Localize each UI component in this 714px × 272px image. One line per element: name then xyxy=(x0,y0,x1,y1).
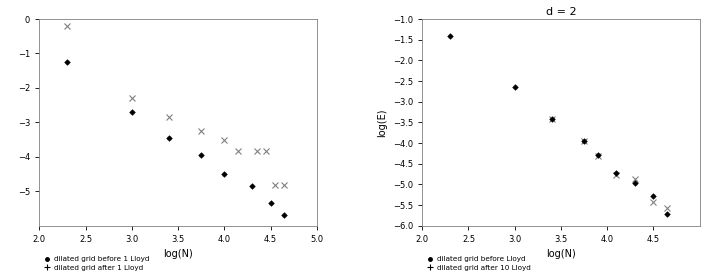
random grid after 1 Lloyd xyxy=(128,97,136,100)
dilated grid after 1 Lloyd xyxy=(280,214,288,217)
Line: dilated grid before 1 Lloyd: dilated grid before 1 Lloyd xyxy=(64,59,288,219)
dilated grid before 1 Lloyd xyxy=(63,60,71,64)
dilated grid after 10 Lloyd xyxy=(548,118,556,121)
Line: dilated grid after 1 Lloyd: dilated grid after 1 Lloyd xyxy=(64,59,288,219)
random grid after 1 Lloyd xyxy=(271,184,279,187)
Y-axis label: log(E): log(E) xyxy=(378,108,388,137)
Line: random grid after 10 Lloyd: random grid after 10 Lloyd xyxy=(548,116,671,211)
random grid after 1 Lloyd xyxy=(197,129,206,133)
random grid after 10 Lloyd xyxy=(649,200,658,204)
dilated grid after 10 Lloyd xyxy=(630,181,639,185)
random grid after 1 Lloyd xyxy=(63,24,71,27)
random grid after 10 Lloyd xyxy=(663,206,672,210)
X-axis label: log(N): log(N) xyxy=(163,249,193,259)
random grid after 10 Lloyd xyxy=(580,139,588,143)
dilated grid after 1 Lloyd xyxy=(248,184,256,188)
random grid after 10 Lloyd xyxy=(548,118,556,121)
dilated grid before 1 Lloyd xyxy=(220,172,228,176)
random grid after 1 Lloyd xyxy=(220,139,228,142)
dilated grid before Lloyd xyxy=(548,118,556,121)
dilated grid before Lloyd xyxy=(580,139,588,143)
Line: dilated grid after 10 Lloyd: dilated grid after 10 Lloyd xyxy=(446,32,671,218)
dilated grid after 1 Lloyd xyxy=(197,153,206,157)
Legend: dilated grid before Lloyd, dilated grid after 10 Lloyd, random grid after 10 Llo: dilated grid before Lloyd, dilated grid … xyxy=(426,256,534,272)
dilated grid after 10 Lloyd xyxy=(663,212,672,216)
dilated grid after 10 Lloyd xyxy=(593,153,602,156)
Legend: dilated grid before 1 Lloyd, dilated grid after 1 Lloyd, random grid after 1 Llo: dilated grid before 1 Lloyd, dilated gri… xyxy=(43,256,150,272)
dilated grid after 1 Lloyd xyxy=(63,60,71,64)
dilated grid after 1 Lloyd xyxy=(164,136,173,140)
dilated grid after 1 Lloyd xyxy=(128,110,136,114)
random grid after 1 Lloyd xyxy=(252,149,261,152)
Line: dilated grid before Lloyd: dilated grid before Lloyd xyxy=(446,32,671,218)
dilated grid after 1 Lloyd xyxy=(220,172,228,176)
dilated grid before 1 Lloyd xyxy=(248,184,256,188)
dilated grid before Lloyd xyxy=(649,194,658,198)
dilated grid before 1 Lloyd xyxy=(164,136,173,140)
Line: random grid after 1 Lloyd: random grid after 1 Lloyd xyxy=(64,23,288,188)
random grid after 1 Lloyd xyxy=(261,149,270,152)
dilated grid before 1 Lloyd xyxy=(128,110,136,114)
dilated grid after 10 Lloyd xyxy=(446,34,454,37)
dilated grid before Lloyd xyxy=(593,153,602,156)
dilated grid after 10 Lloyd xyxy=(649,194,658,198)
random grid after 1 Lloyd xyxy=(164,116,173,119)
dilated grid before 1 Lloyd xyxy=(197,153,206,157)
dilated grid before 1 Lloyd xyxy=(266,202,275,205)
dilated grid before Lloyd xyxy=(612,172,620,175)
random grid after 10 Lloyd xyxy=(593,155,602,158)
dilated grid before Lloyd xyxy=(663,212,672,216)
random grid after 10 Lloyd xyxy=(630,178,639,181)
random grid after 1 Lloyd xyxy=(234,149,243,152)
dilated grid before 1 Lloyd xyxy=(280,214,288,217)
dilated grid before Lloyd xyxy=(511,86,519,89)
Title: d = 2: d = 2 xyxy=(545,7,576,17)
dilated grid after 10 Lloyd xyxy=(580,139,588,143)
random grid after 1 Lloyd xyxy=(280,184,288,187)
X-axis label: log(N): log(N) xyxy=(546,249,576,259)
dilated grid before Lloyd xyxy=(446,34,454,37)
dilated grid after 10 Lloyd xyxy=(612,172,620,175)
dilated grid after 1 Lloyd xyxy=(266,202,275,205)
random grid after 10 Lloyd xyxy=(612,174,620,177)
dilated grid after 10 Lloyd xyxy=(511,86,519,89)
dilated grid before Lloyd xyxy=(630,181,639,185)
